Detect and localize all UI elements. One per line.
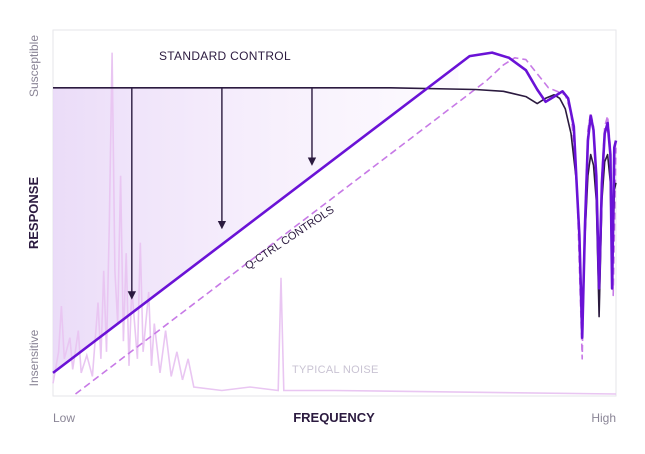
noise-layer: [52, 52, 617, 395]
annotation-typical-noise: TYPICAL NOISE: [292, 364, 379, 376]
annotation-standard-control: STANDARD CONTROL: [159, 49, 291, 63]
series-qctrl-controls: [52, 51, 618, 374]
series-qctrl-dashed: [75, 57, 617, 395]
y-tick-low: Insensitive: [27, 329, 41, 386]
y-axis-label: RESPONSE: [26, 177, 41, 250]
series-layer: [52, 51, 618, 395]
arrow-layer: [127, 87, 317, 300]
x-tick-low: Low: [53, 411, 75, 425]
series-typical-noise: [52, 52, 617, 395]
x-tick-high: High: [591, 411, 616, 425]
y-tick-high: Susceptible: [27, 35, 41, 97]
x-axis-label: FREQUENCY: [293, 410, 375, 425]
